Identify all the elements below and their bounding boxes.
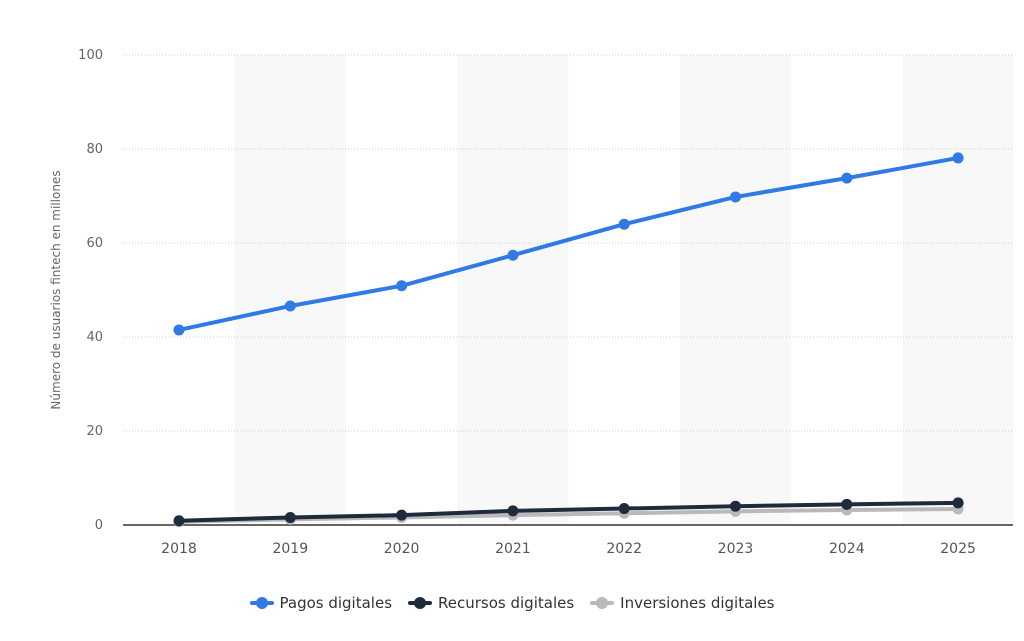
data-point[interactable] bbox=[730, 191, 741, 203]
x-tick-label: 2024 bbox=[829, 541, 865, 557]
y-tick-label: 0 bbox=[95, 518, 103, 533]
data-point[interactable] bbox=[396, 509, 408, 521]
series-pagos-digitales bbox=[173, 152, 964, 336]
x-tick-label: 2025 bbox=[940, 541, 976, 557]
series-line bbox=[177, 500, 961, 523]
data-point[interactable] bbox=[507, 249, 519, 261]
legend-item-inversiones-digitales[interactable]: Inversiones digitales bbox=[590, 594, 775, 612]
data-point[interactable] bbox=[730, 500, 741, 512]
y-axis-tick-labels: 0 20 40 60 80 100 bbox=[78, 48, 103, 533]
legend: Pagos digitales Recursos digitales Inver… bbox=[0, 594, 1024, 612]
data-series bbox=[173, 152, 964, 528]
data-point[interactable] bbox=[173, 324, 185, 336]
series-line bbox=[177, 155, 961, 332]
data-point[interactable] bbox=[841, 172, 853, 184]
column-band bbox=[457, 55, 569, 525]
column-band bbox=[679, 55, 792, 525]
x-tick-label: 2019 bbox=[272, 541, 308, 557]
legend-item-pagos-digitales[interactable]: Pagos digitales bbox=[249, 594, 393, 612]
data-point[interactable] bbox=[618, 218, 630, 230]
x-tick-label: 2023 bbox=[718, 541, 754, 557]
legend-line-marker-icon bbox=[249, 597, 274, 609]
data-point[interactable] bbox=[952, 152, 964, 164]
data-point[interactable] bbox=[284, 511, 296, 523]
y-tick-label: 100 bbox=[78, 48, 103, 63]
legend-label: Inversiones digitales bbox=[620, 594, 775, 612]
series-recursos-digitales bbox=[173, 497, 964, 527]
alternating-column-bands bbox=[234, 55, 1014, 525]
y-gridlines bbox=[123, 54, 1013, 432]
data-point[interactable] bbox=[952, 497, 964, 509]
y-tick-label: 20 bbox=[86, 424, 103, 439]
y-axis-title: Número de usuarios fintech en millones bbox=[49, 170, 63, 409]
x-axis-tick-labels: 2018 2019 2020 2021 2022 2023 2024 2025 bbox=[161, 541, 976, 557]
y-tick-label: 60 bbox=[86, 236, 103, 251]
column-band bbox=[902, 55, 1014, 525]
x-tick-label: 2022 bbox=[606, 541, 642, 557]
legend-line-marker-icon bbox=[408, 597, 433, 609]
x-tick-label: 2020 bbox=[384, 541, 420, 557]
data-point[interactable] bbox=[618, 503, 630, 515]
legend-line-marker-icon bbox=[590, 597, 615, 609]
y-tick-label: 40 bbox=[86, 330, 103, 345]
x-tick-label: 2021 bbox=[495, 541, 531, 557]
data-point[interactable] bbox=[396, 280, 408, 292]
legend-label: Pagos digitales bbox=[279, 594, 393, 612]
data-point[interactable] bbox=[507, 505, 519, 517]
x-tick-label: 2018 bbox=[161, 541, 197, 557]
column-band bbox=[234, 55, 346, 525]
data-point[interactable] bbox=[173, 515, 185, 527]
data-point[interactable] bbox=[284, 300, 296, 312]
legend-label: Recursos digitales bbox=[438, 594, 575, 612]
data-point[interactable] bbox=[841, 498, 853, 510]
y-tick-label: 80 bbox=[86, 142, 103, 157]
legend-item-recursos-digitales[interactable]: Recursos digitales bbox=[408, 594, 574, 612]
